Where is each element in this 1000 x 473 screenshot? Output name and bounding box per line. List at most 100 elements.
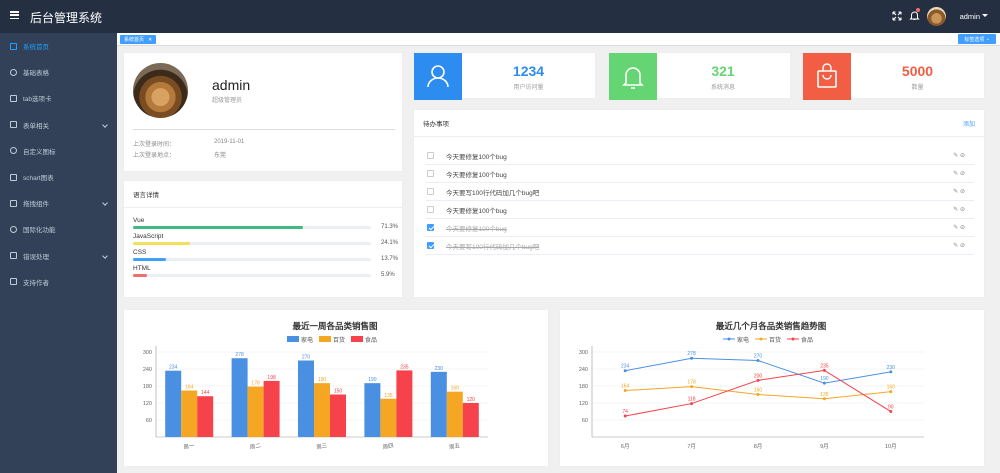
data-point[interactable] xyxy=(623,389,627,393)
edit-delete-icon[interactable]: ✎ ⊘ xyxy=(953,189,965,195)
legend-swatch[interactable] xyxy=(287,336,299,342)
todo-checkbox[interactable] xyxy=(427,242,434,249)
y-tick-label: 240 xyxy=(143,367,152,373)
bar[interactable] xyxy=(165,370,182,437)
data-point[interactable] xyxy=(822,381,826,385)
bar[interactable] xyxy=(430,371,447,437)
bar[interactable] xyxy=(396,370,413,437)
last-login-place-value: 东莞 xyxy=(214,153,227,159)
bar[interactable] xyxy=(364,383,381,437)
legend-swatch[interactable] xyxy=(351,336,363,342)
legend-label[interactable]: 百货 xyxy=(333,336,345,344)
sidebar-item-label: 拖拽组件 xyxy=(23,201,49,209)
legend-swatch[interactable] xyxy=(319,336,331,342)
data-point[interactable] xyxy=(756,393,760,396)
edit-delete-icon[interactable]: ✎ ⊘ xyxy=(953,171,965,177)
legend-label[interactable]: 食品 xyxy=(801,336,813,344)
close-icon[interactable]: ✕ xyxy=(148,36,153,43)
stat-card[interactable]: 1234 用户访问量 xyxy=(413,52,596,100)
bar[interactable] xyxy=(298,360,314,438)
bar[interactable] xyxy=(314,383,330,437)
bar[interactable] xyxy=(462,403,479,437)
bar[interactable] xyxy=(181,390,198,437)
sidebar-item-3[interactable]: 表单相关 xyxy=(0,112,117,138)
bar[interactable] xyxy=(263,380,280,437)
edit-delete-icon[interactable]: ✎ ⊘ xyxy=(953,243,965,249)
todo-checkbox[interactable] xyxy=(427,152,434,159)
stat-value: 321 xyxy=(711,63,735,79)
language-row: HTML 5.9% xyxy=(133,265,395,278)
chart-title: 最近几个月各品类销售趋势图 xyxy=(716,321,827,331)
data-label: 190 xyxy=(820,376,829,382)
sidebar-item-6[interactable]: 拖拽组件 xyxy=(0,190,117,216)
data-point[interactable] xyxy=(889,410,893,413)
x-tick-label: 9月 xyxy=(820,443,829,450)
data-point[interactable] xyxy=(623,369,627,373)
data-point[interactable] xyxy=(889,390,893,394)
divider xyxy=(133,129,395,130)
progress-fill xyxy=(133,274,148,277)
user-avatar[interactable] xyxy=(927,7,946,26)
user-name-dropdown[interactable]: admin xyxy=(959,12,980,21)
bar[interactable] xyxy=(446,391,463,437)
x-tick-label: 8月 xyxy=(754,443,763,450)
data-point[interactable] xyxy=(756,359,760,362)
data-point[interactable] xyxy=(822,397,826,401)
bar[interactable] xyxy=(380,398,397,437)
menu-toggle-icon[interactable] xyxy=(10,11,19,20)
x-tick-label: 周四 xyxy=(382,442,394,451)
stat-card[interactable]: 5000 数量 xyxy=(802,52,985,100)
sidebar-item-7[interactable]: 国际化功能 xyxy=(0,216,117,242)
language-details-card: 语言详情 Vue 71.3% JavaScript 24.1% CSS 13.7% HTML… xyxy=(123,180,403,298)
fullscreen-icon[interactable] xyxy=(892,11,902,21)
data-point[interactable] xyxy=(690,385,694,389)
data-point[interactable] xyxy=(756,378,760,382)
sidebar-item-0[interactable]: 系统首页 xyxy=(0,33,117,59)
data-point[interactable] xyxy=(690,402,694,406)
edit-delete-icon[interactable]: ✎ ⊘ xyxy=(953,207,965,213)
bar[interactable] xyxy=(247,386,264,437)
sidebar-item-2[interactable]: tab选项卡 xyxy=(0,85,117,111)
todo-checkbox[interactable] xyxy=(427,206,434,213)
sidebar-item-4[interactable]: 自定义图标 xyxy=(0,138,117,164)
top-header: 后台管理系统 admin xyxy=(0,0,1000,33)
legend-label[interactable]: 家电 xyxy=(301,336,313,344)
bar[interactable] xyxy=(197,396,214,437)
data-label: 150 xyxy=(754,388,763,394)
edit-delete-icon[interactable]: ✎ ⊘ xyxy=(953,225,965,231)
chart-title: 最近一周各品类销售图 xyxy=(292,321,377,331)
bar[interactable] xyxy=(330,394,346,438)
sidebar-item-1[interactable]: 基础表格 xyxy=(0,59,117,85)
chart-icon xyxy=(10,173,17,181)
todo-checkbox[interactable] xyxy=(427,224,434,231)
legend-label[interactable]: 百货 xyxy=(769,336,781,344)
data-point[interactable] xyxy=(889,370,893,374)
data-label: 198 xyxy=(267,375,276,381)
y-tick-label: 180 xyxy=(579,384,588,390)
chevron-down-icon xyxy=(102,121,108,128)
edit-delete-icon[interactable]: ✎ ⊘ xyxy=(953,153,965,159)
bar[interactable] xyxy=(231,358,248,437)
todo-checkbox[interactable] xyxy=(427,170,434,177)
data-label: 234 xyxy=(621,364,630,370)
add-todo-button[interactable]: 添加 xyxy=(962,121,975,128)
sidebar-item-5[interactable]: schart图表 xyxy=(0,164,117,190)
legend-label[interactable]: 家电 xyxy=(737,336,749,344)
bell-icon xyxy=(608,53,657,100)
progress-fill xyxy=(133,242,191,245)
notification-bell-icon[interactable] xyxy=(909,10,920,21)
stat-card[interactable]: 321 系统消息 xyxy=(607,52,791,100)
sidebar-item-9[interactable]: 支持作者 xyxy=(0,269,117,295)
data-point[interactable] xyxy=(690,356,694,360)
data-point[interactable] xyxy=(822,368,826,372)
tab-home[interactable]: 系统首页 ✕ xyxy=(120,35,157,44)
sidebar-item-8[interactable]: 错误处理 xyxy=(0,243,117,269)
stat-label: 用户访问量 xyxy=(513,85,544,91)
data-label: 234 xyxy=(169,365,178,371)
data-point[interactable] xyxy=(623,414,627,418)
todo-checkbox[interactable] xyxy=(427,188,434,195)
data-label: 160 xyxy=(451,386,460,392)
chevron-down-icon[interactable] xyxy=(982,14,988,17)
legend-label[interactable]: 食品 xyxy=(365,336,377,344)
tags-options-button[interactable]: 标签选项 ⌄ xyxy=(958,34,996,44)
